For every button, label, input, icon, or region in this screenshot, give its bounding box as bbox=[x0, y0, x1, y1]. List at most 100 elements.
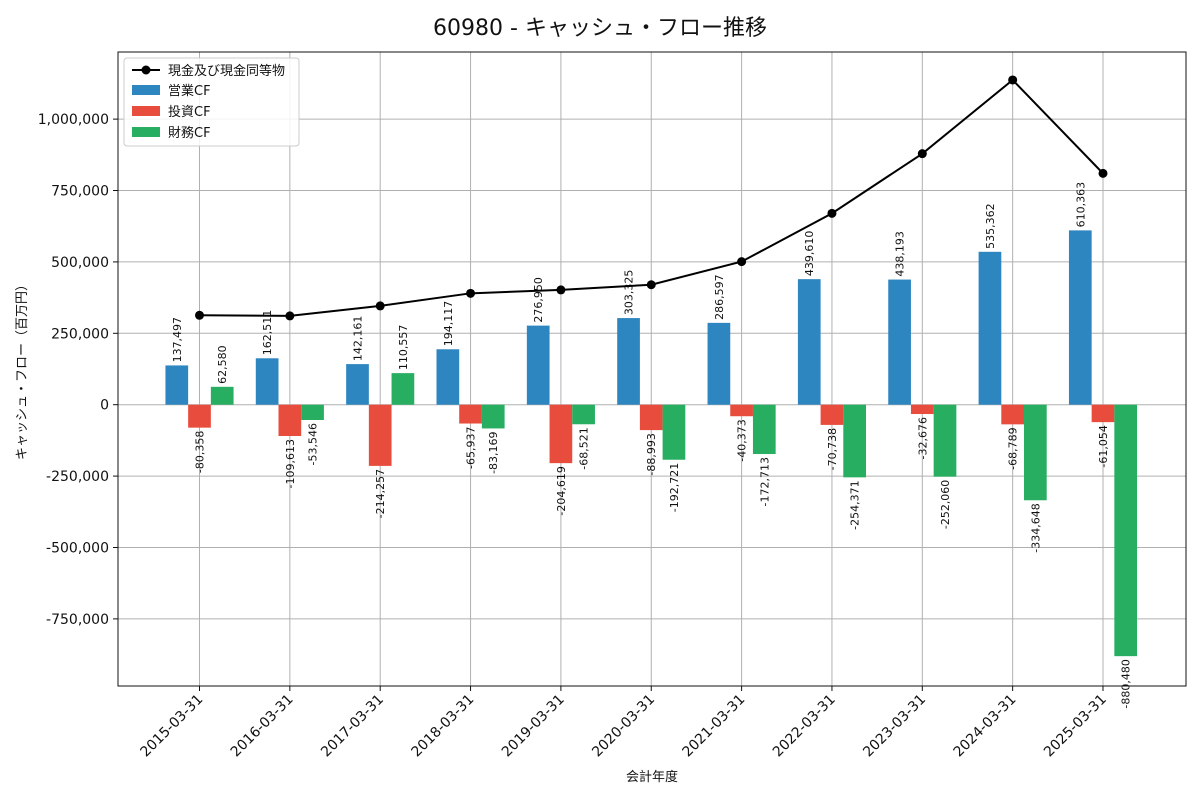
legend-bar-swatch bbox=[132, 127, 160, 137]
cash-point bbox=[466, 288, 476, 298]
data-label: -109,613 bbox=[284, 439, 297, 488]
bar-financing bbox=[752, 404, 776, 455]
bar-investing bbox=[549, 404, 573, 464]
data-label: 62,580 bbox=[216, 345, 229, 384]
data-label: 286,597 bbox=[713, 274, 726, 320]
bar-financing bbox=[301, 404, 324, 420]
x-tick-label: 2021-03-31 bbox=[680, 692, 749, 761]
data-label: 303,325 bbox=[623, 270, 636, 316]
bar-operating bbox=[346, 364, 369, 405]
data-label: -254,371 bbox=[849, 480, 862, 529]
data-label: -252,060 bbox=[939, 480, 952, 529]
data-label: -68,789 bbox=[1007, 427, 1020, 469]
y-tick-label: -750,000 bbox=[46, 612, 109, 628]
data-label: -83,169 bbox=[487, 431, 500, 473]
cash-point bbox=[1008, 75, 1018, 85]
data-label: 194,117 bbox=[442, 301, 455, 347]
data-label: 535,362 bbox=[984, 203, 997, 248]
x-tick-label: 2015-03-31 bbox=[137, 692, 206, 761]
data-label: -32,676 bbox=[916, 417, 929, 459]
data-label: -70,738 bbox=[826, 428, 839, 470]
bar-operating bbox=[707, 322, 731, 405]
legend-bar-swatch bbox=[132, 106, 160, 116]
bar-financing bbox=[933, 404, 957, 477]
chart-title: 60980 - キャッシュ・フロー推移 bbox=[433, 16, 767, 41]
data-label: -214,257 bbox=[374, 469, 387, 518]
bar-operating bbox=[526, 325, 550, 405]
data-label: 438,193 bbox=[894, 231, 907, 277]
y-tick-label: 0 bbox=[100, 398, 109, 414]
bar-investing bbox=[910, 404, 934, 415]
data-label: 439,610 bbox=[803, 231, 816, 277]
cash-point bbox=[917, 149, 927, 159]
legend-line-marker bbox=[141, 65, 151, 75]
cash-point bbox=[556, 285, 566, 295]
bar-investing bbox=[820, 404, 844, 425]
bar-financing bbox=[210, 386, 234, 405]
data-label: -65,937 bbox=[465, 427, 478, 469]
data-label: -68,521 bbox=[578, 427, 591, 469]
bar-investing bbox=[730, 404, 753, 417]
cash-point bbox=[1098, 168, 1108, 178]
y-tick-label: -250,000 bbox=[46, 469, 109, 485]
cash-point bbox=[646, 280, 656, 290]
bar-operating bbox=[165, 365, 189, 405]
x-tick-label: 2017-03-31 bbox=[318, 692, 387, 761]
x-axis-label: 会計年度 bbox=[626, 769, 678, 785]
data-label: 142,161 bbox=[352, 316, 365, 362]
data-label: -334,648 bbox=[1029, 503, 1042, 552]
bar-investing bbox=[188, 404, 211, 428]
data-label: -880,480 bbox=[1120, 659, 1133, 708]
data-label: -61,054 bbox=[1097, 425, 1110, 467]
data-label: -88,993 bbox=[645, 433, 658, 475]
legend-label: 現金及び現金同等物 bbox=[168, 63, 285, 79]
y-tick-label: -500,000 bbox=[46, 540, 109, 556]
bar-investing bbox=[1001, 404, 1024, 425]
data-label: -80,358 bbox=[194, 431, 207, 473]
x-tick-label: 2019-03-31 bbox=[499, 692, 568, 761]
bar-financing bbox=[572, 404, 595, 425]
bar-operating bbox=[436, 349, 460, 405]
cash-point bbox=[375, 301, 385, 311]
y-tick-label: 750,000 bbox=[51, 184, 109, 200]
data-label: 137,497 bbox=[171, 317, 184, 363]
bar-investing bbox=[459, 404, 482, 424]
cash-point bbox=[285, 311, 295, 321]
data-label: -53,546 bbox=[307, 423, 320, 465]
x-tick-label: 2024-03-31 bbox=[951, 692, 1020, 761]
bar-financing bbox=[843, 404, 866, 478]
y-tick-label: 1,000,000 bbox=[38, 112, 109, 128]
bar-operating bbox=[888, 279, 911, 405]
bar-investing bbox=[368, 404, 392, 466]
x-tick-label: 2023-03-31 bbox=[860, 692, 929, 761]
bar-financing bbox=[391, 373, 415, 405]
bar-financing bbox=[1114, 404, 1138, 657]
legend-label: 投資CF bbox=[168, 104, 211, 120]
bar-financing bbox=[1024, 404, 1047, 501]
cash-point bbox=[827, 208, 837, 218]
bar-operating bbox=[797, 279, 821, 405]
x-tick-label: 2022-03-31 bbox=[770, 692, 839, 761]
data-label: -40,373 bbox=[736, 419, 749, 461]
data-label: 110,557 bbox=[397, 325, 410, 371]
cash-point bbox=[737, 257, 747, 267]
plot-frame bbox=[117, 51, 1187, 687]
data-label: 276,950 bbox=[532, 277, 545, 323]
legend-label: 営業CF bbox=[168, 83, 211, 99]
legend-label: 財務CF bbox=[168, 126, 211, 141]
y-tick-label: 250,000 bbox=[51, 326, 109, 342]
bar-investing bbox=[639, 404, 663, 431]
data-label: 162,511 bbox=[261, 310, 274, 356]
x-tick-label: 2025-03-31 bbox=[1041, 692, 1110, 761]
bar-financing bbox=[662, 404, 686, 460]
data-label: -192,721 bbox=[668, 463, 681, 512]
bar-investing bbox=[278, 404, 302, 437]
plot-area bbox=[118, 52, 1186, 686]
bar-operating bbox=[978, 251, 1002, 405]
bar-operating bbox=[1068, 230, 1092, 405]
data-label: 610,363 bbox=[1074, 182, 1087, 228]
legend-bar-swatch bbox=[132, 85, 160, 95]
x-tick-label: 2018-03-31 bbox=[409, 692, 478, 761]
